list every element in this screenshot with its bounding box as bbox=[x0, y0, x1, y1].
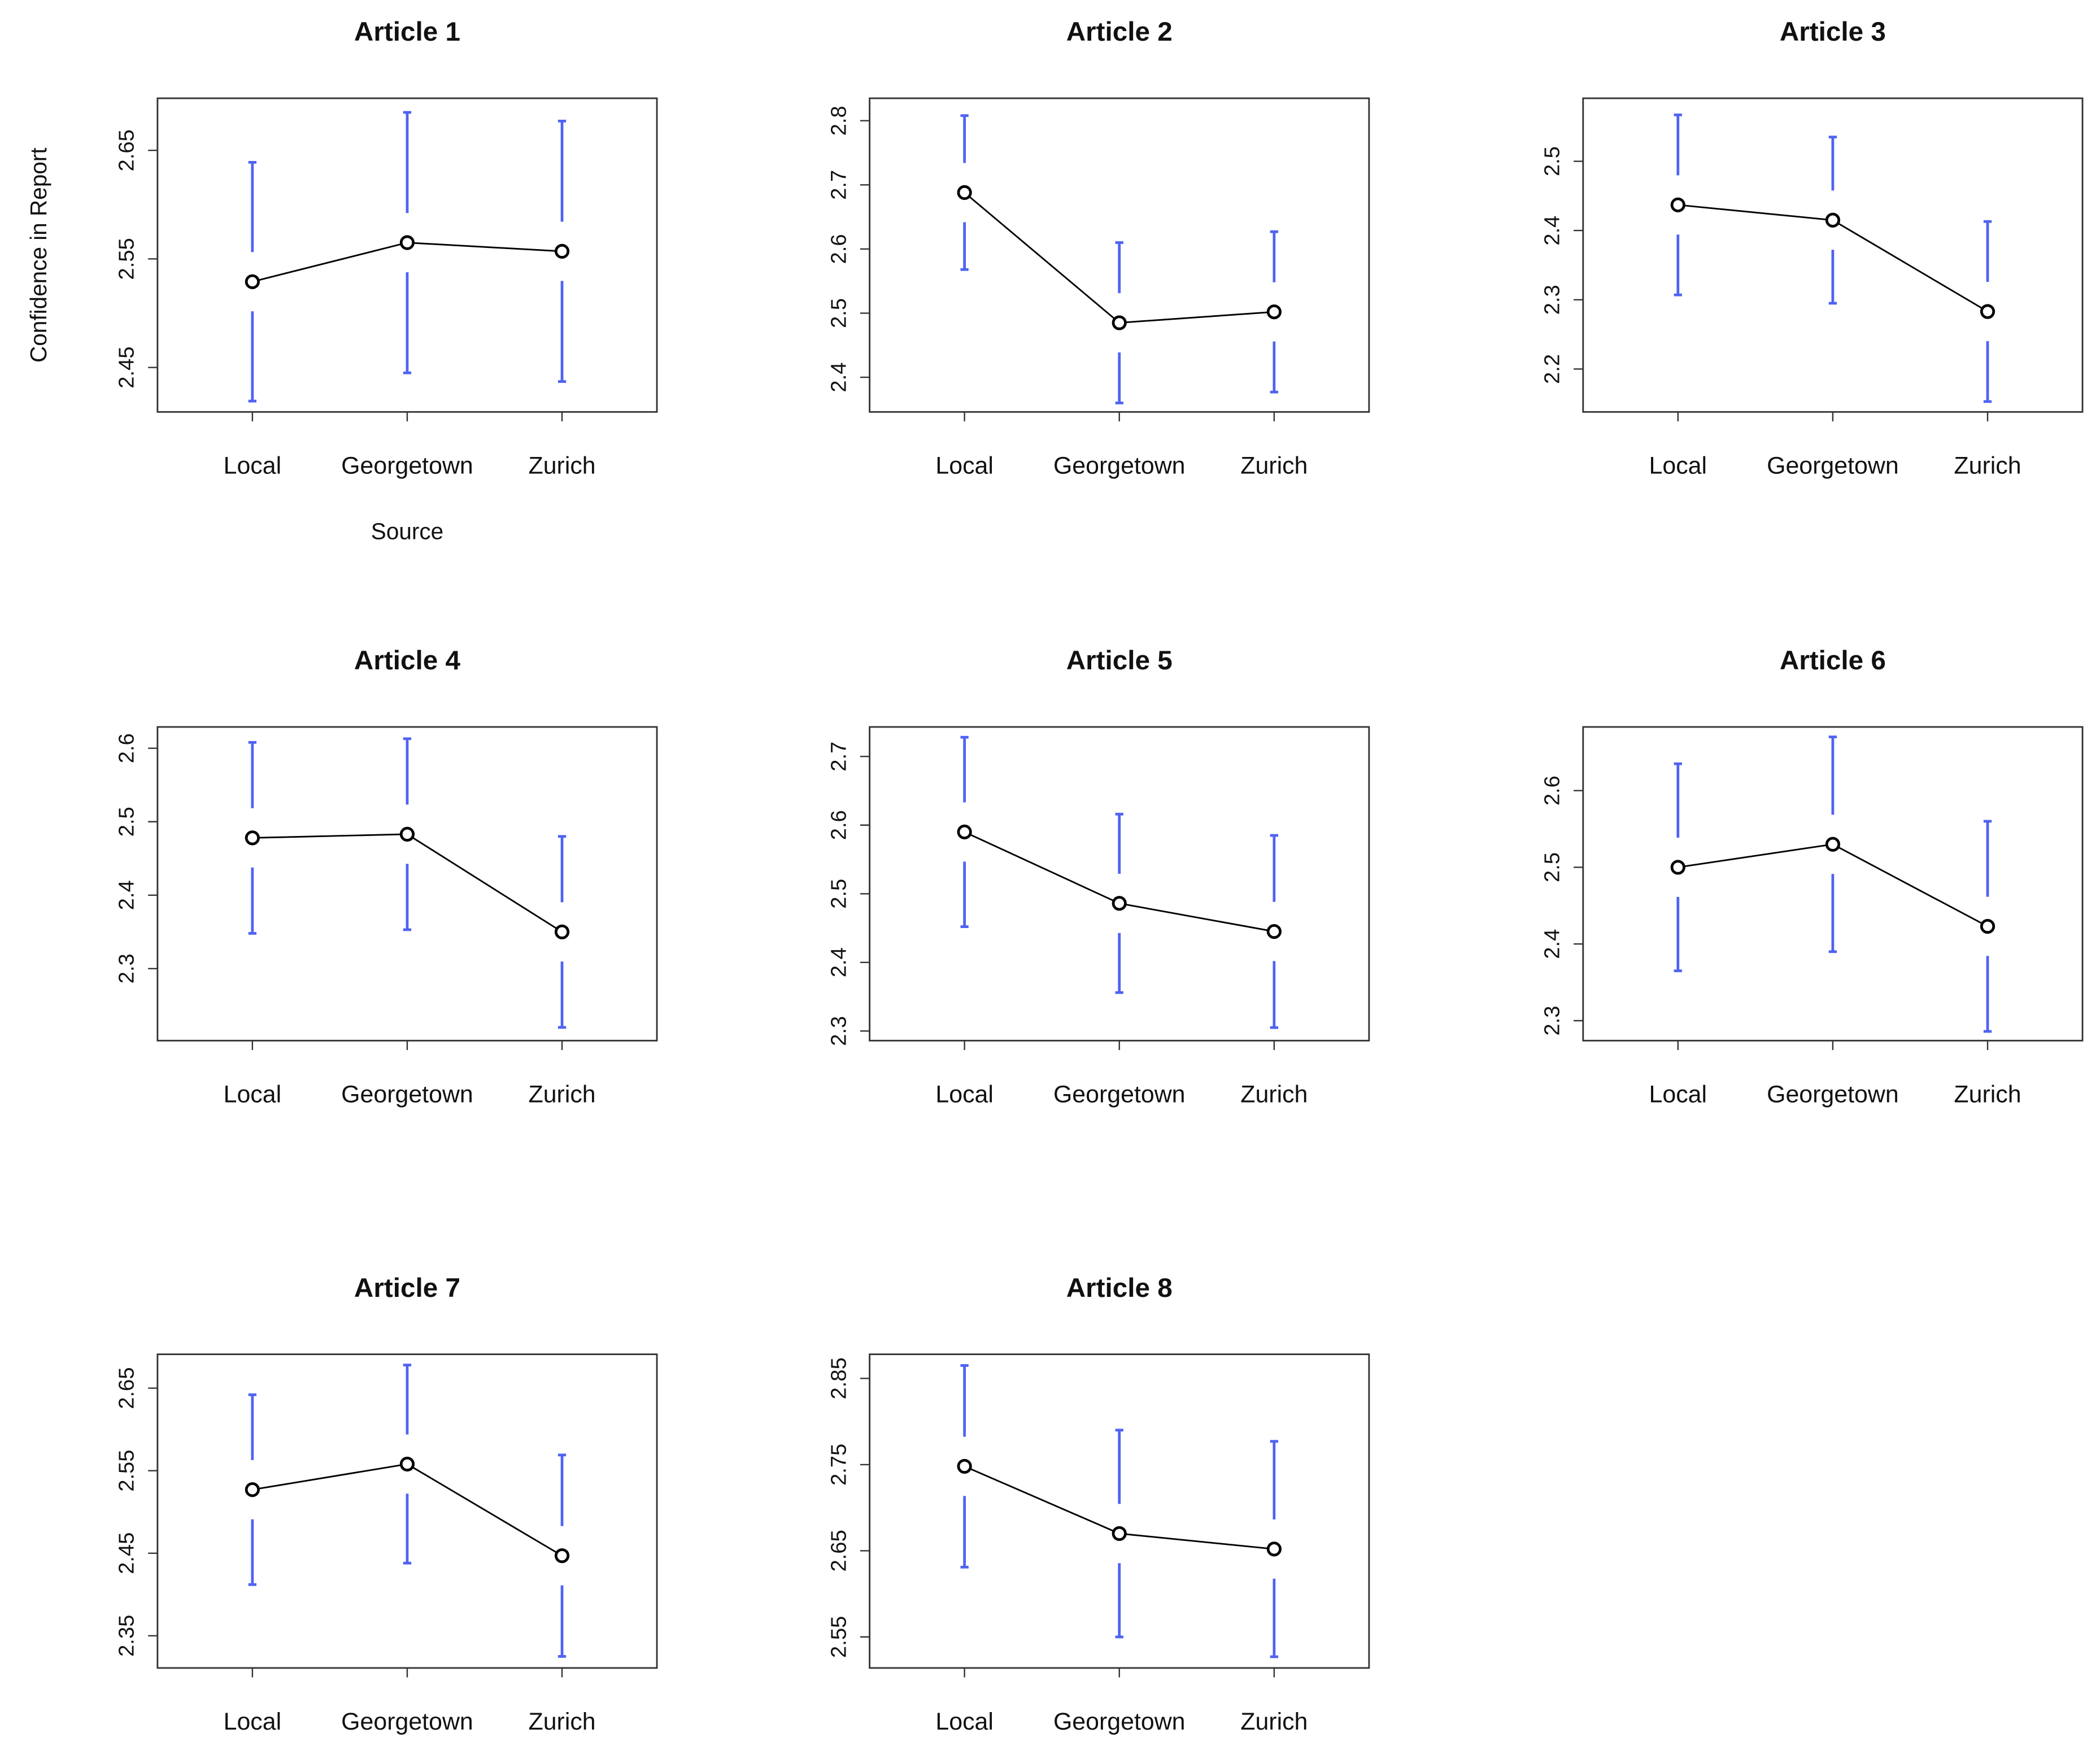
mean-point bbox=[245, 830, 260, 846]
x-tick-label: Zurich bbox=[1954, 1081, 2021, 1108]
mean-point bbox=[554, 243, 570, 259]
chart-title: Article 3 bbox=[1780, 17, 1886, 47]
chart-title: Article 4 bbox=[354, 646, 461, 676]
x-tick-label: Local bbox=[1649, 452, 1707, 479]
x-tick-label: Zurich bbox=[529, 452, 596, 479]
x-axis-label: Source bbox=[371, 518, 443, 544]
mean-point bbox=[1980, 304, 1996, 319]
y-tick-label: 2.75 bbox=[826, 1444, 851, 1486]
mean-point bbox=[957, 185, 972, 201]
x-tick-label: Georgetown bbox=[1053, 1081, 1186, 1108]
y-tick-label: 2.55 bbox=[115, 238, 139, 280]
y-tick-label: 2.3 bbox=[826, 1016, 851, 1046]
mean-point bbox=[1266, 924, 1282, 939]
x-tick-label: Local bbox=[1649, 1081, 1707, 1108]
x-tick-label: Local bbox=[935, 452, 994, 479]
y-tick-label: 2.45 bbox=[115, 346, 139, 388]
x-tick-label: Zurich bbox=[1240, 452, 1308, 479]
y-tick-label: 2.8 bbox=[826, 106, 851, 136]
chart-title: Article 2 bbox=[1066, 17, 1173, 47]
y-tick-label: 2.4 bbox=[826, 947, 851, 977]
x-tick-label: Georgetown bbox=[1767, 1081, 1899, 1108]
x-tick-label: Local bbox=[224, 452, 282, 479]
y-tick-label: 2.5 bbox=[1540, 852, 1564, 882]
mean-point bbox=[1266, 304, 1282, 320]
y-tick-label: 2.6 bbox=[115, 733, 139, 763]
y-tick-label: 2.7 bbox=[826, 742, 851, 772]
mean-point bbox=[1266, 1541, 1282, 1557]
mean-point bbox=[957, 1458, 972, 1474]
mean-point bbox=[554, 1548, 570, 1564]
y-tick-label: 2.5 bbox=[115, 807, 139, 837]
mean-point bbox=[957, 824, 972, 840]
y-tick-label: 2.65 bbox=[115, 1367, 139, 1409]
mean-point bbox=[1112, 315, 1127, 330]
mean-point bbox=[245, 1482, 260, 1497]
y-tick-label: 2.6 bbox=[826, 234, 851, 264]
x-tick-label: Zurich bbox=[1240, 1081, 1308, 1108]
y-tick-label: 2.65 bbox=[826, 1530, 851, 1571]
x-tick-label: Georgetown bbox=[1053, 452, 1186, 479]
x-tick-label: Local bbox=[224, 1708, 282, 1735]
x-tick-label: Local bbox=[935, 1708, 994, 1735]
mean-point bbox=[399, 1456, 415, 1472]
mean-point bbox=[1980, 918, 1996, 934]
y-tick-label: 2.4 bbox=[826, 362, 851, 392]
y-tick-label: 2.55 bbox=[115, 1450, 139, 1492]
x-tick-label: Local bbox=[224, 1081, 282, 1108]
mean-point bbox=[554, 924, 570, 939]
y-tick-label: 2.65 bbox=[115, 129, 139, 171]
y-tick-label: 2.3 bbox=[1540, 285, 1564, 315]
y-axis-label: Confidence in Report bbox=[25, 147, 51, 362]
chart-title: Article 6 bbox=[1780, 646, 1886, 676]
y-tick-label: 2.6 bbox=[1540, 776, 1564, 805]
mean-point bbox=[399, 235, 415, 250]
x-tick-label: Zurich bbox=[529, 1081, 596, 1108]
y-tick-label: 2.5 bbox=[1540, 146, 1564, 176]
chart-title: Article 7 bbox=[354, 1273, 460, 1303]
x-tick-label: Georgetown bbox=[1767, 452, 1899, 479]
chart-title: Article 5 bbox=[1066, 646, 1173, 676]
y-tick-label: 2.3 bbox=[1540, 1005, 1564, 1035]
y-tick-label: 2.5 bbox=[826, 298, 851, 328]
x-tick-label: Zurich bbox=[529, 1708, 596, 1735]
y-tick-label: 2.35 bbox=[115, 1615, 139, 1657]
mean-point bbox=[1670, 860, 1685, 875]
y-tick-label: 2.3 bbox=[115, 953, 139, 983]
x-tick-label: Georgetown bbox=[341, 452, 473, 479]
y-tick-label: 2.6 bbox=[826, 810, 851, 840]
chart-title: Article 8 bbox=[1066, 1273, 1173, 1303]
y-tick-label: 2.4 bbox=[115, 880, 139, 910]
mean-point bbox=[1112, 896, 1127, 911]
y-tick-label: 2.85 bbox=[826, 1357, 851, 1399]
mean-point bbox=[399, 826, 415, 842]
x-tick-label: Georgetown bbox=[341, 1081, 473, 1108]
mean-point bbox=[1825, 212, 1841, 228]
chart-title: Article 1 bbox=[354, 17, 460, 47]
x-tick-label: Zurich bbox=[1954, 452, 2021, 479]
x-tick-label: Zurich bbox=[1240, 1708, 1308, 1735]
y-tick-label: 2.7 bbox=[826, 170, 851, 200]
y-tick-label: 2.45 bbox=[115, 1532, 139, 1574]
mean-point bbox=[245, 274, 260, 289]
y-tick-label: 2.5 bbox=[826, 879, 851, 909]
mean-point bbox=[1825, 837, 1841, 852]
x-tick-label: Local bbox=[935, 1081, 994, 1108]
x-tick-label: Georgetown bbox=[1053, 1708, 1186, 1735]
y-tick-label: 2.4 bbox=[1540, 929, 1564, 959]
y-tick-label: 2.4 bbox=[1540, 216, 1564, 246]
mean-point bbox=[1670, 197, 1685, 212]
mean-point bbox=[1112, 1526, 1127, 1541]
y-tick-label: 2.55 bbox=[826, 1616, 851, 1658]
x-tick-label: Georgetown bbox=[341, 1708, 473, 1735]
y-tick-label: 2.2 bbox=[1540, 354, 1564, 384]
